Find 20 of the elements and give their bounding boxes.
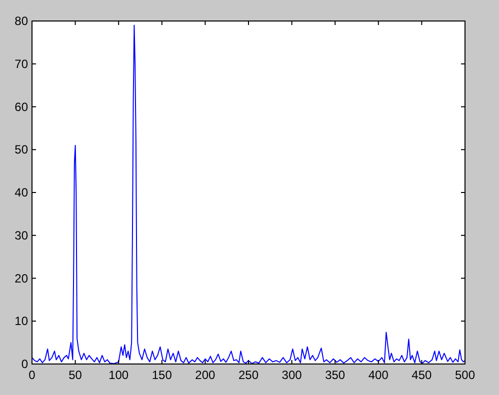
y-tick-label: 40 xyxy=(14,186,28,200)
x-tick-label: 200 xyxy=(195,368,216,382)
line-series xyxy=(32,24,466,364)
x-tick-label: 400 xyxy=(368,368,389,382)
x-tick-label: 50 xyxy=(68,368,82,382)
y-tick-label: 50 xyxy=(14,142,28,157)
x-tick-label: 150 xyxy=(152,368,172,382)
y-tick-label: 20 xyxy=(14,271,28,286)
x-tick-label: 300 xyxy=(282,368,302,382)
y-tick-label: 30 xyxy=(14,228,28,242)
x-tick-label: 500 xyxy=(454,368,476,382)
y-tick-label: 10 xyxy=(14,314,28,328)
x-tick-label: 250 xyxy=(238,368,259,382)
y-tick-label: 70 xyxy=(14,56,28,71)
y-tick-label: 60 xyxy=(14,100,28,114)
y-tick-label: 0 xyxy=(21,357,28,371)
x-tick-label: 450 xyxy=(412,368,432,382)
x-tick-label: 350 xyxy=(325,368,346,382)
x-tick-label: 100 xyxy=(108,368,129,382)
y-tick-label: 80 xyxy=(14,14,28,28)
